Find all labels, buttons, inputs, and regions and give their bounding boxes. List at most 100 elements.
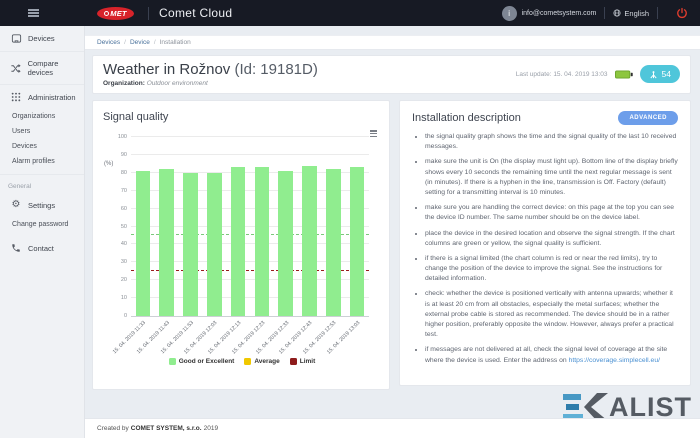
- phone-icon: [10, 243, 22, 253]
- comet-logo-c-icon: [104, 10, 110, 16]
- advanced-button[interactable]: ADVANCED: [618, 111, 678, 125]
- brand[interactable]: MET Comet Cloud: [97, 6, 232, 20]
- y-axis-tick-label: 70: [120, 187, 127, 194]
- y-axis-tick-label: 30: [120, 259, 127, 266]
- y-axis-title: (%): [104, 161, 114, 167]
- legend-label: Limit: [299, 358, 316, 365]
- coverage-link[interactable]: https://coverage.simplecell.eu/: [568, 356, 661, 364]
- chart-title: Signal quality: [103, 111, 169, 123]
- app-title: Comet Cloud: [159, 6, 233, 20]
- chart-gridline: [131, 153, 369, 155]
- user-avatar[interactable]: i: [501, 5, 517, 21]
- organization-label: Organization:: [103, 80, 145, 87]
- sidebar-item-organizations[interactable]: Organizations: [12, 113, 56, 120]
- legend-item[interactable]: Average: [244, 358, 280, 365]
- sidebar-item-devices-admin[interactable]: Devices: [12, 143, 37, 150]
- antenna-icon: [649, 70, 657, 78]
- user-email[interactable]: info@cometsystem.com: [521, 9, 597, 17]
- chart-bar: [325, 169, 341, 316]
- sidebar-item-contact[interactable]: Contact: [0, 236, 84, 260]
- comet-logo: MET: [97, 6, 134, 20]
- chart-gridline: [131, 279, 369, 281]
- power-icon: [677, 7, 687, 19]
- sidebar-item-label: Devices: [28, 34, 55, 43]
- topbar-divider: [657, 7, 658, 19]
- instruction-item: if there is a signal limited (the chart …: [425, 254, 678, 285]
- gear-icon: ⚙: [11, 199, 21, 210]
- legend-item[interactable]: Good or Excellent: [168, 358, 234, 365]
- sidebar: Devices Compare devices Administration O…: [0, 26, 85, 438]
- chart-plotline: [131, 270, 369, 272]
- chart-plotline: [131, 234, 369, 236]
- legend-swatch: [168, 358, 176, 365]
- y-axis-tick-label: 80: [120, 169, 127, 176]
- sidebar-item-change-password[interactable]: Change password: [12, 221, 69, 228]
- legend-label: Average: [254, 358, 280, 365]
- signal-quality-panel: Signal quality (%) 0 10 20 30 40 50 60 70 80 90 10…: [92, 100, 390, 390]
- y-axis-tick-label: 10: [120, 295, 127, 302]
- breadcrumb-current: Installation: [159, 39, 191, 46]
- chart-gridline: [131, 189, 369, 191]
- sidebar-item-users[interactable]: Users: [12, 128, 31, 135]
- signal-value: 54: [661, 69, 671, 79]
- legend-item[interactable]: Limit: [289, 358, 316, 365]
- chart-bars: [131, 137, 369, 316]
- chart-legend: Good or Excellent Average Limit: [103, 358, 381, 365]
- chart-gridline: [131, 261, 369, 263]
- y-axis-tick-label: 90: [120, 151, 127, 158]
- sidebar-item-devices[interactable]: Devices: [0, 26, 84, 52]
- logout-power-button[interactable]: [676, 7, 688, 19]
- top-bar: MET Comet Cloud i info@cometsystem.com E…: [0, 0, 700, 26]
- language-selector[interactable]: English: [613, 9, 649, 18]
- chart-gridline: [131, 225, 369, 227]
- last-update: Last update: 15. 04. 2019 13:03: [515, 70, 608, 78]
- chart-gridline: [131, 136, 369, 137]
- instruction-item: if messages are not delivered at all, ch…: [425, 345, 678, 365]
- chart-bar: [230, 167, 246, 316]
- signal-quality-chart: (%) 0 10 20 30 40 50 60 70 80 90 100 15. 04. 2019 1…: [103, 127, 381, 379]
- breadcrumb: Devices / Device / Installation: [85, 35, 700, 50]
- chart-bar: [159, 169, 175, 316]
- chart-bar: [183, 172, 198, 316]
- device-header-card: Weather in Rožnov (Id: 19181D) Organizat…: [92, 55, 691, 94]
- chart-bar: [135, 171, 151, 316]
- breadcrumb-device[interactable]: Device: [129, 39, 150, 46]
- chart-menu-icon[interactable]: [368, 127, 379, 140]
- legend-swatch: [289, 358, 297, 365]
- menu-toggle-icon[interactable]: [28, 8, 39, 19]
- instruction-item: check: whether the device is positioned …: [425, 289, 678, 340]
- sidebar-item-alarm-profiles[interactable]: Alarm profiles: [12, 158, 55, 165]
- grid-dots-icon: [10, 92, 22, 102]
- footer-created-by: Created by: [97, 425, 129, 432]
- sidebar-item-administration[interactable]: Administration: [0, 85, 84, 109]
- breadcrumb-separator: /: [124, 39, 126, 46]
- y-axis-tick-label: 50: [120, 223, 127, 230]
- topbar-divider: [148, 6, 149, 20]
- instruction-item: make sure the unit is On (the display mu…: [425, 157, 678, 198]
- organization-value: Outdoor environment: [146, 80, 208, 87]
- sidebar-item-settings[interactable]: ⚙ Settings: [0, 193, 84, 217]
- sidebar-section-general: General: [0, 174, 84, 193]
- device-id: (Id: 19181D): [234, 61, 318, 78]
- sidebar-item-label: Compare devices: [27, 59, 59, 77]
- battery-icon: [614, 69, 633, 79]
- y-axis-tick-label: 100: [117, 134, 127, 140]
- sidebar-item-label: Settings: [28, 200, 56, 210]
- organization-line: Organization: Outdoor environment: [103, 80, 318, 87]
- main-content: Devices / Device / Installation Weather …: [85, 26, 700, 438]
- instruction-list: the signal quality graph shows the time …: [412, 132, 678, 366]
- chart-bar: [254, 167, 270, 316]
- breadcrumb-devices[interactable]: Devices: [97, 39, 121, 46]
- chart-bar: [302, 165, 317, 316]
- kalist-k-icon: [563, 393, 608, 421]
- y-axis-tick-label: 20: [120, 277, 127, 284]
- legend-swatch: [244, 358, 252, 365]
- x-axis-labels: 15. 04. 2019 11:33 15. 04. 2019 11:43 15. …: [112, 316, 369, 355]
- chart-gridline: [131, 171, 369, 173]
- sidebar-item-label: Contact: [28, 243, 54, 253]
- sidebar-item-compare-devices[interactable]: Compare devices: [0, 52, 84, 85]
- installation-description-panel: Installation description ADVANCED the si…: [399, 100, 691, 386]
- kalist-logo-text: ALIST: [609, 391, 692, 422]
- chart-bar: [349, 167, 365, 316]
- y-axis-tick-label: 0: [123, 313, 127, 319]
